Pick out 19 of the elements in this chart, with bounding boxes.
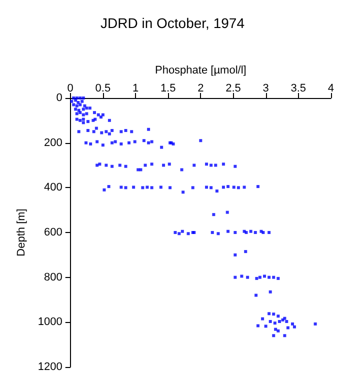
x-tick-label: 0 [67,82,74,94]
y-tick-label: 1200 [38,361,62,373]
x-tick-label: 0.5 [95,82,111,94]
x-tick-label: 3.5 [290,82,306,94]
y-tick-label: 600 [44,226,62,238]
y-tick-label: 200 [44,136,62,149]
x-tick-label: 1.5 [160,82,176,94]
y-tick-label: 0 [56,92,62,104]
y-tick-label: 1000 [38,316,62,328]
x-axis-title: Phosphate [µmol/l] [154,64,246,76]
x-tick-label: 3 [262,82,269,94]
y-tick-label: 800 [44,271,62,284]
y-tick-label: 400 [44,182,62,194]
x-tick-label: 1 [132,82,139,94]
x-tick-label: 2 [198,82,204,94]
chart-title: JDRD in October, 1974 [100,15,245,31]
x-tick-label: 4 [328,82,334,94]
y-axis-title: Depth [m] [16,208,28,256]
x-tick-label: 2.5 [226,82,241,94]
